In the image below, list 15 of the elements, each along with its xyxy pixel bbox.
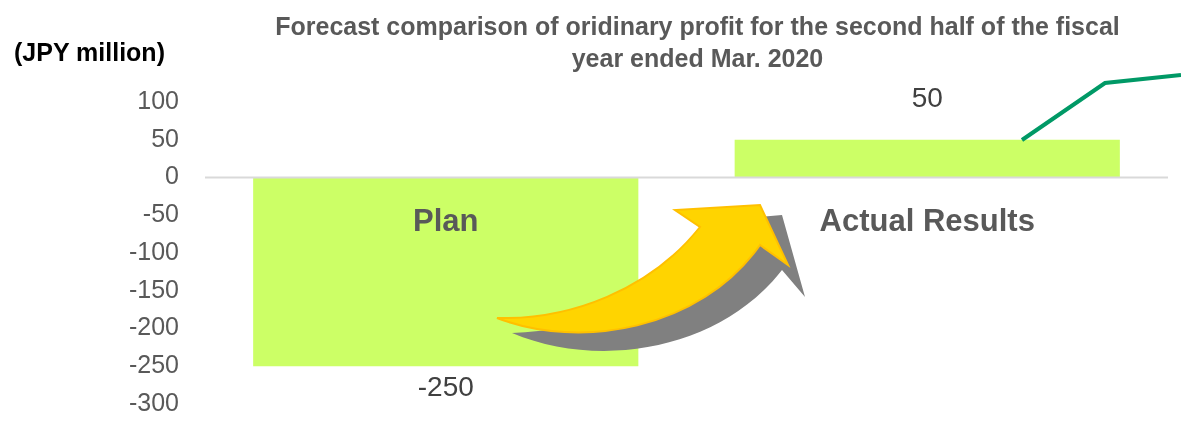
y-tick-label: 100 (137, 85, 179, 114)
y-tick-label: 50 (151, 123, 179, 152)
x-tick-label: Plan (413, 203, 479, 239)
y-tick-label: 0 (165, 161, 179, 190)
y-axis-title: (JPY million) (14, 38, 165, 67)
chart-title: Forecast comparison of oridinary profit for the second half of the fiscal year ended Mar. 2020 (274, 11, 1121, 74)
y-tick-label: -200 (128, 312, 179, 341)
data-label: 50 (911, 82, 943, 114)
y-tick-label: -250 (128, 350, 179, 379)
x-tick-label: Actual Results (819, 203, 1035, 239)
y-tick-label: -150 (128, 274, 179, 303)
y-tick-label: -50 (142, 199, 179, 228)
y-tick-label: -100 (128, 236, 179, 265)
data-label: -250 (417, 370, 474, 402)
y-tick-label: -300 (128, 387, 179, 416)
